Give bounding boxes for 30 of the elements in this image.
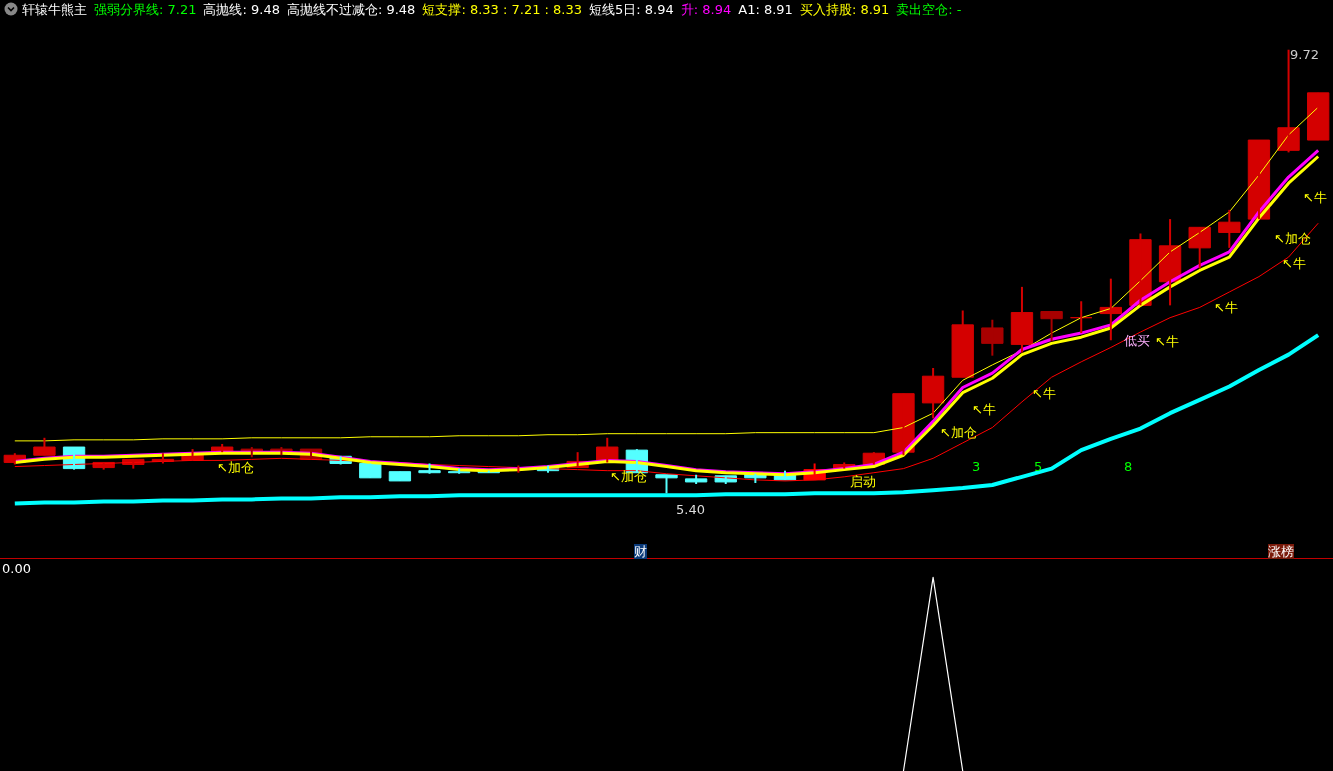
annotation: ↖加仓 [217, 460, 254, 475]
annotation: ↖牛 [1282, 256, 1306, 271]
annotation: ↖牛 [972, 402, 996, 417]
annotation: 5 [1034, 459, 1043, 474]
text: 升: 8.94 [680, 2, 732, 17]
text: 0.00 [2, 561, 31, 576]
text: 卖出空仓: - [896, 2, 962, 17]
annotation: ↖牛 [1303, 190, 1327, 205]
annotation: 8 [1124, 459, 1133, 474]
text: 5.40 [676, 502, 705, 517]
text: 强弱分界线: 7.21 [94, 2, 197, 17]
text: 涨榜 [1268, 544, 1294, 559]
text: 财 [634, 544, 647, 559]
annotation: ↖加仓 [940, 425, 977, 440]
annotation: 9.72 [1290, 47, 1319, 62]
annotation: ↖牛 [1214, 300, 1238, 315]
annotation: 3 [972, 459, 981, 474]
annotation: ↖牛 [1032, 386, 1056, 401]
text: 高抛线: 9.48 [203, 2, 280, 17]
text: 买入持股: 8.91 [799, 2, 890, 17]
text: A1: 8.91 [738, 2, 793, 17]
annotation: 启动 [850, 474, 876, 489]
text: 高抛线不过减仓: 9.48 [286, 2, 416, 17]
annotation: ↖加仓 [1274, 231, 1311, 246]
text: 短线5日: 8.94 [589, 2, 674, 17]
annotation: 低买 [1124, 333, 1150, 348]
text: 短支撑: 8.33 : 7.21 : 8.33 [422, 2, 583, 17]
chart-title: 轩辕牛熊主 [22, 2, 87, 17]
annotation: ↖牛 [1155, 334, 1179, 349]
annotation: ↖加仓 [610, 469, 647, 484]
